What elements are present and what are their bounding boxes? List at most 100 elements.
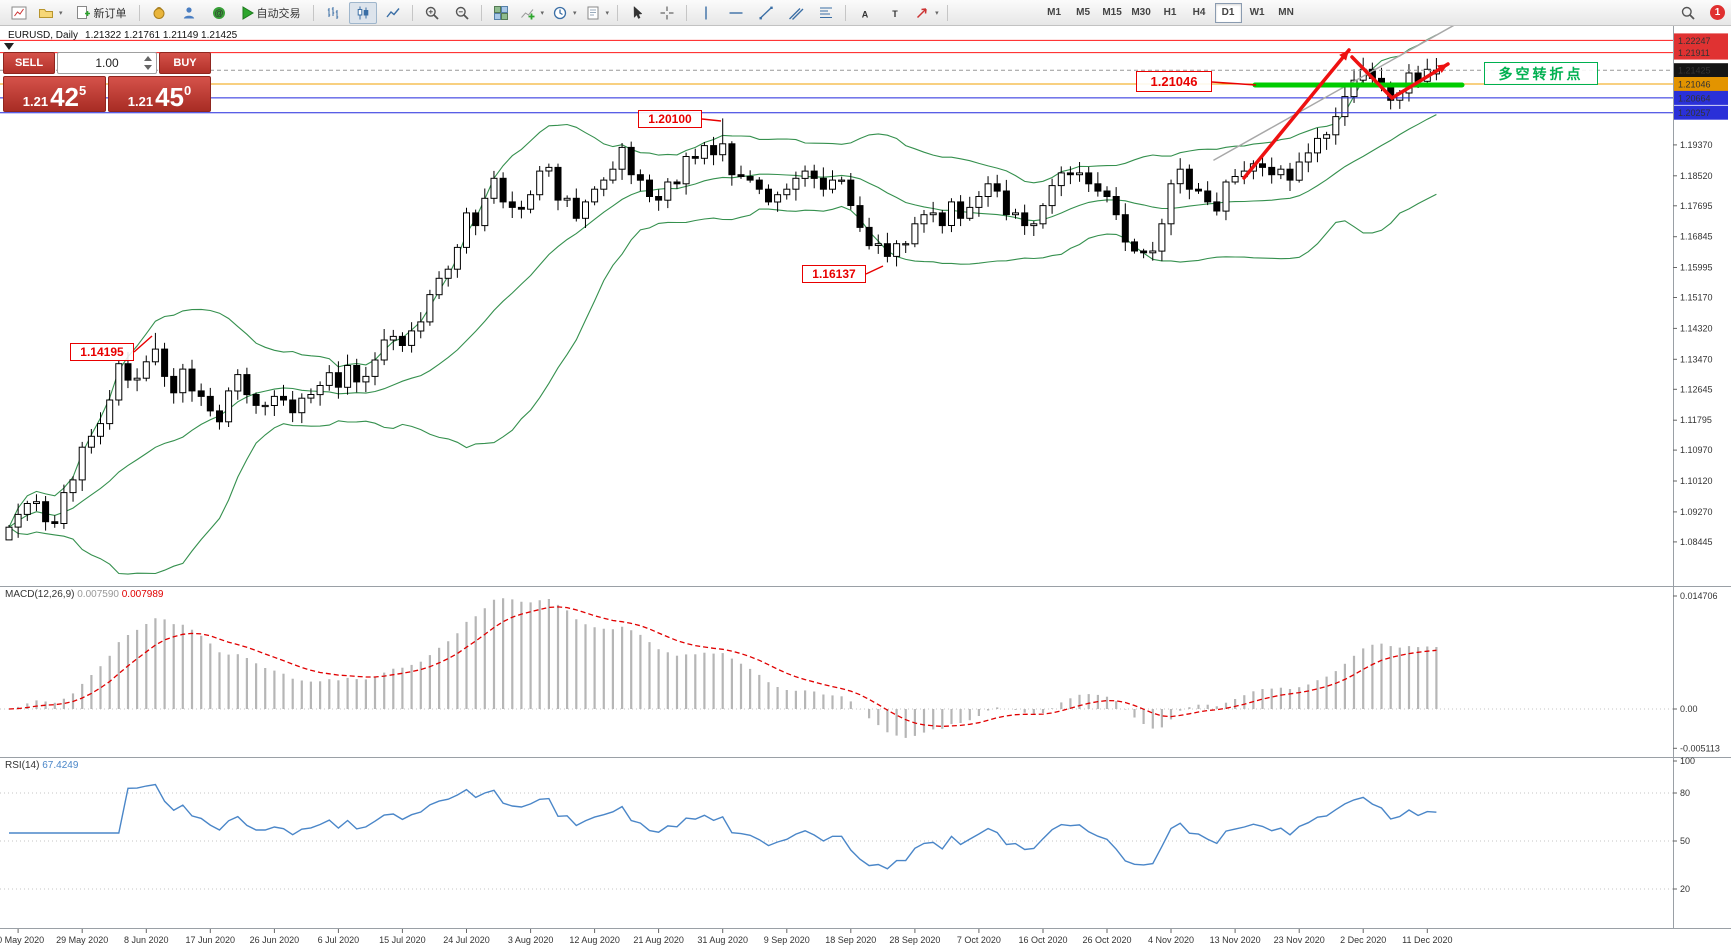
horizontal-line-icon[interactable] bbox=[722, 2, 750, 24]
cursor-icon[interactable] bbox=[623, 2, 651, 24]
arrow-head bbox=[1339, 50, 1349, 61]
text-icon[interactable]: A bbox=[851, 2, 879, 24]
price-axis-flag bbox=[1674, 105, 1728, 120]
profiles-icon[interactable] bbox=[35, 2, 66, 24]
candle-body bbox=[435, 277, 443, 296]
price-axis-flag-label: 1.20664 bbox=[1678, 93, 1711, 103]
timeframe-M30[interactable]: M30 bbox=[1131, 7, 1151, 18]
channel-icon[interactable] bbox=[782, 2, 810, 24]
candle-body bbox=[1304, 152, 1312, 163]
time-axis-label: 9 Sep 2020 bbox=[764, 935, 810, 945]
periods-icon[interactable] bbox=[549, 2, 580, 24]
templates-icon[interactable] bbox=[582, 2, 613, 24]
candle-body bbox=[957, 201, 965, 219]
volume-spinner[interactable] bbox=[142, 55, 154, 71]
sell-price-pips: 42 bbox=[50, 81, 79, 112]
vertical-line-icon[interactable] bbox=[692, 2, 720, 24]
candle-body bbox=[1295, 161, 1303, 181]
candle-body bbox=[1012, 212, 1019, 216]
candle-body bbox=[316, 385, 324, 396]
rsi-panel[interactable] bbox=[0, 758, 1673, 928]
time-axis-label: 15 Jul 2020 bbox=[379, 935, 426, 945]
candle-body bbox=[362, 375, 370, 383]
trend-arrow[interactable] bbox=[1242, 48, 1351, 180]
turning-point-label[interactable]: 多空转折点 bbox=[1484, 62, 1598, 85]
price-label-121046[interactable]: 1.21046 bbox=[1136, 71, 1212, 92]
candle-body bbox=[87, 435, 95, 448]
fibonacci-icon[interactable] bbox=[812, 2, 840, 24]
buy-price-button[interactable]: 1.21 45 0 bbox=[108, 76, 211, 112]
candle-body bbox=[948, 201, 955, 226]
trend-line[interactable] bbox=[1213, 23, 1458, 161]
indicators-icon[interactable] bbox=[517, 2, 548, 24]
annotation-leader-line bbox=[133, 335, 153, 353]
search-icon[interactable] bbox=[1674, 2, 1702, 24]
arrow-head bbox=[1437, 64, 1448, 73]
candle-body bbox=[1167, 183, 1175, 225]
one-click-collapse-icon[interactable] bbox=[4, 43, 14, 50]
chart-title: EURUSD, Daily 1.21322 1.21761 1.21149 1.2… bbox=[8, 30, 237, 41]
volume-stepper[interactable]: 1.00 bbox=[57, 52, 157, 74]
timeframe-H4[interactable]: H4 bbox=[1192, 7, 1206, 18]
macd-axis-label: -0.005113 bbox=[1680, 743, 1720, 753]
price-label-114195[interactable]: 1.14195 bbox=[70, 343, 134, 361]
volume-down-icon[interactable] bbox=[144, 65, 152, 70]
toolbar-separator bbox=[138, 4, 140, 21]
price-axis-flag-label: 1.21046 bbox=[1678, 80, 1711, 90]
community-profile-icon[interactable] bbox=[175, 2, 203, 24]
timeframe-M1[interactable]: M1 bbox=[1047, 7, 1062, 18]
new-chart-icon[interactable] bbox=[5, 2, 33, 24]
autotrading-button[interactable]: 自动交易 bbox=[235, 3, 308, 23]
timeframe-D1[interactable]: D1 bbox=[1214, 2, 1242, 23]
candle-body bbox=[371, 359, 379, 377]
label-icon[interactable]: T bbox=[881, 2, 909, 24]
sell-button[interactable]: SELL bbox=[3, 52, 55, 74]
volume-up-icon[interactable] bbox=[144, 56, 152, 61]
toolbar-separator bbox=[411, 4, 413, 21]
tile-windows-icon[interactable] bbox=[487, 2, 515, 24]
candle-body bbox=[527, 194, 535, 210]
volume-value: 1.00 bbox=[95, 56, 119, 70]
time-axis-label: 7 Oct 2020 bbox=[957, 935, 1001, 945]
timeframe-MN[interactable]: MN bbox=[1278, 7, 1294, 18]
line-chart-icon[interactable] bbox=[379, 2, 407, 24]
new-order-button[interactable]: 新订单 bbox=[68, 3, 134, 23]
candle-body bbox=[572, 197, 580, 219]
mql5-icon[interactable]: @ bbox=[205, 2, 233, 24]
candle-body bbox=[838, 179, 846, 182]
time-axis[interactable] bbox=[0, 928, 1731, 951]
price-label-120100[interactable]: 1.20100 bbox=[638, 110, 702, 128]
candle-body bbox=[133, 377, 141, 381]
one-click-trading-panel: SELL 1.00 BUY 1.21 42 5 1.21 45 0 bbox=[3, 52, 211, 112]
candle-body bbox=[206, 395, 214, 412]
candle-body bbox=[42, 501, 50, 523]
trendline-icon[interactable] bbox=[752, 2, 780, 24]
main-chart-area[interactable] bbox=[0, 26, 1673, 586]
price-label-116137[interactable]: 1.16137 bbox=[802, 265, 866, 283]
candle-body bbox=[1021, 212, 1029, 227]
zoom-out-icon[interactable] bbox=[448, 2, 476, 24]
time-axis-label: 28 Sep 2020 bbox=[889, 935, 940, 945]
candlestick-icon[interactable] bbox=[348, 1, 377, 24]
bar-chart-icon[interactable] bbox=[319, 2, 347, 24]
candle-body bbox=[1112, 196, 1120, 216]
timeframe-M5[interactable]: M5 bbox=[1076, 7, 1091, 18]
candle-body bbox=[280, 395, 287, 401]
timeframe-H1[interactable]: H1 bbox=[1163, 7, 1177, 18]
notification-badge[interactable]: 1 bbox=[1710, 5, 1725, 20]
zoom-in-icon[interactable] bbox=[418, 2, 446, 24]
macd-panel[interactable] bbox=[0, 587, 1673, 757]
arrows-icon[interactable] bbox=[911, 2, 942, 24]
crosshair-icon[interactable] bbox=[653, 2, 681, 24]
candle-body bbox=[563, 197, 571, 201]
market-icon[interactable] bbox=[145, 2, 173, 24]
price-axis-label: 1.17695 bbox=[1680, 201, 1713, 211]
buy-button[interactable]: BUY bbox=[159, 52, 211, 74]
timeframe-M15[interactable]: M15 bbox=[1102, 7, 1122, 18]
price-axis[interactable] bbox=[1673, 26, 1731, 928]
timeframe-W1[interactable]: W1 bbox=[1249, 7, 1265, 18]
trend-arrow[interactable] bbox=[1350, 55, 1450, 101]
sell-price-button[interactable]: 1.21 42 5 bbox=[3, 76, 106, 112]
candle-body bbox=[984, 183, 992, 198]
